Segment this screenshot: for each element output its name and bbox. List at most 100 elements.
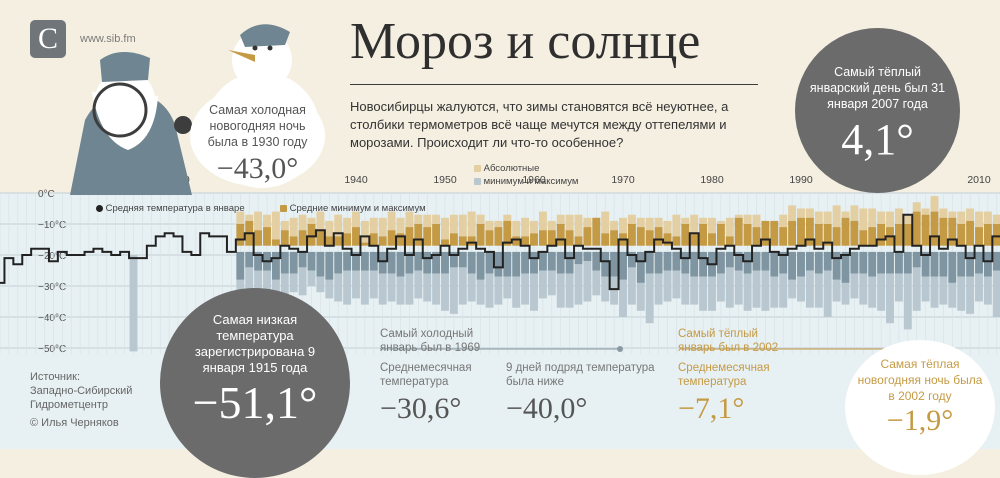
avg-min-bar — [601, 251, 610, 277]
coldest-january-mean-value: −30,6° — [380, 392, 462, 425]
avg-max-bar — [930, 211, 939, 246]
avg-min-bar — [378, 251, 387, 274]
abs-min-bar — [850, 273, 859, 299]
abs-min-bar — [708, 276, 716, 311]
avg-min-bar — [458, 251, 467, 268]
abs-max-bar — [921, 208, 930, 215]
avg-max-bar — [494, 227, 503, 246]
avg-min-bar — [574, 251, 583, 265]
avg-min-bar — [983, 251, 992, 277]
avg-min-bar — [699, 251, 708, 277]
avg-max-bar — [556, 224, 565, 246]
abs-max-bar — [601, 211, 610, 234]
abs-min-bar — [912, 267, 921, 311]
legend-mean-dot — [96, 204, 103, 212]
abs-max-bar — [788, 205, 797, 221]
avg-min-bar — [467, 251, 476, 274]
temperature-chart: 0°C−10°C−20°C−30°C−40°C−50°C192019401950… — [0, 174, 1000, 355]
abs-max-bar — [636, 217, 645, 228]
abs-max-bar — [556, 214, 565, 224]
abs-min-bar — [289, 273, 298, 293]
avg-min-bar — [610, 251, 619, 277]
avg-min-bar — [877, 251, 886, 274]
avg-max-bar — [877, 224, 886, 246]
abs-max-bar — [396, 217, 405, 234]
abs-max-bar — [423, 214, 432, 228]
avg-min-bar — [236, 251, 245, 280]
site-logo[interactable]: С — [30, 20, 66, 58]
page-title: Мороз и солнце — [350, 13, 701, 70]
abs-max-bar — [343, 217, 352, 234]
legend-avg-minmax: Средние минимум и максимум — [280, 203, 426, 214]
bubble-warm-night-value: −1,9° — [886, 404, 954, 437]
avg-max-bar — [467, 236, 476, 246]
avg-min-bar — [734, 251, 743, 271]
abs-max-bar — [672, 214, 681, 237]
legend-abs-label-1: Абсолютные — [483, 163, 540, 174]
bubble-warm-day-value: 4,1° — [841, 115, 914, 164]
y-tick-label: −10°C — [38, 220, 66, 231]
abs-min-bar — [494, 276, 503, 305]
bubble-warmest-day: Самый тёплый январский день был 31 январ… — [795, 28, 960, 193]
intro-text: Новосибирцы жалуются, что зимы становятс… — [350, 99, 729, 150]
avg-min-bar — [432, 251, 441, 274]
site-url[interactable]: www.sib.fm — [80, 33, 136, 45]
abs-max-bar — [280, 220, 289, 231]
avg-max-bar — [485, 230, 494, 246]
avg-min-bar — [325, 251, 334, 280]
mean-temperature-line — [0, 213, 1000, 291]
abs-min-bar — [948, 282, 957, 308]
avg-max-bar — [289, 236, 298, 246]
abs-max-bar — [814, 211, 823, 224]
avg-min-bar — [663, 251, 672, 271]
avg-min-bar — [966, 251, 975, 277]
avg-min-bar — [307, 251, 316, 271]
y-tick-label: 0°C — [38, 189, 55, 200]
avg-max-bar — [521, 236, 530, 246]
avg-min-bar — [441, 251, 449, 274]
avg-max-bar — [770, 220, 779, 246]
abs-max-bar — [779, 214, 788, 228]
avg-min-bar — [805, 251, 814, 271]
avg-min-bar — [538, 251, 547, 271]
bubble-record-low-label: Самая низкая температура зарегистрирован… — [194, 312, 316, 375]
abs-max-bar — [245, 214, 254, 221]
abs-max-bar — [948, 211, 957, 218]
abs-max-bar — [485, 220, 494, 231]
avg-max-bar — [761, 220, 770, 246]
avg-max-bar — [966, 220, 975, 246]
avg-min-bar — [975, 251, 983, 274]
avg-max-bar — [850, 220, 859, 246]
avg-min-bar — [912, 251, 921, 268]
legend-mean: Средняя температура в январе — [96, 203, 245, 214]
avg-max-bar — [352, 227, 360, 246]
avg-min-bar — [512, 251, 521, 277]
avg-min-bar — [298, 251, 307, 268]
avg-max-bar — [823, 224, 832, 246]
avg-min-bar — [627, 251, 636, 268]
source-org: Западно-Сибирский Гидрометцентр — [30, 385, 133, 411]
avg-min-bar — [289, 251, 298, 274]
abs-min-bar — [903, 273, 912, 330]
avg-min-bar — [645, 251, 654, 274]
avg-min-bar — [405, 251, 414, 274]
bubble-cold-night-value: −43,0° — [216, 152, 299, 185]
legend-avg-label: Средние минимум и максимум — [289, 203, 426, 214]
y-tick-label: −20°C — [38, 251, 66, 262]
legend-absmax-swatch — [474, 164, 481, 172]
abs-min-bar — [325, 279, 334, 299]
avg-max-bar — [681, 224, 690, 246]
avg-max-bar — [360, 242, 369, 246]
abs-max-bar — [378, 217, 387, 237]
avg-max-bar — [610, 230, 619, 246]
abs-min-bar — [467, 273, 476, 302]
avg-max-bar — [476, 224, 485, 246]
avg-min-bar — [254, 251, 263, 271]
y-tick-label: −30°C — [38, 282, 66, 293]
avg-max-bar — [316, 230, 325, 246]
abs-max-bar — [832, 205, 841, 228]
bubble-cold-night-label: Самая холодная новогодняя ночь была в 19… — [207, 103, 308, 149]
avg-max-bar — [512, 236, 521, 246]
avg-min-bar — [387, 251, 396, 274]
avg-max-bar — [743, 224, 752, 246]
